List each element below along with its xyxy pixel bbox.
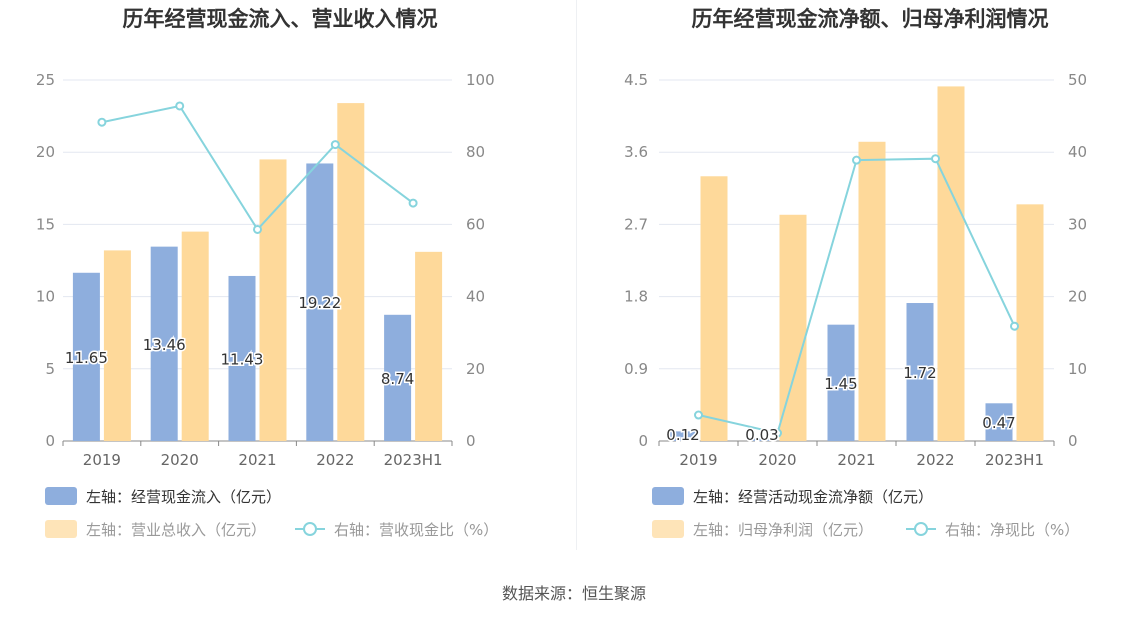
right-chart-x-tick-label: 2022 <box>916 451 954 469</box>
right-chart-left-tick-label: 0 <box>638 432 648 450</box>
chart-panel-left: 历年经营现金流入、营业收入情况 0 0 5 20 10 40 15 60 20 80 25 100 201… <box>0 0 574 560</box>
left-chart-left-tick-label: 25 <box>36 71 55 89</box>
right-chart-legend-line-marker <box>914 522 928 536</box>
left-chart-right-tick-label: 20 <box>466 360 485 378</box>
left-chart-right-tick-label: 40 <box>466 288 485 306</box>
left-chart-bar-data-label: 11.65 <box>65 349 108 367</box>
chart-left-svg: 历年经营现金流入、营业收入情况 0 0 5 20 10 40 15 60 20 80 25 100 201… <box>36 7 498 539</box>
right-chart-bar-secondary <box>937 86 965 441</box>
left-chart-right-tick-label: 60 <box>466 215 485 233</box>
left-chart-left-tick-label: 5 <box>45 360 55 378</box>
right-chart-ratio-point <box>694 410 703 420</box>
chart-right-svg: 历年经营现金流净额、归母净利润情况 0 0 0.9 10 1.8 20 2.7 30 3.6 40 4… <box>624 7 1087 539</box>
right-chart-bar-primary <box>669 431 697 441</box>
right-chart-left-tick-label: 1.8 <box>624 288 648 306</box>
left-chart-bar-data-label: 13.46 <box>143 336 186 354</box>
right-chart-bar-data-label: 0.12 <box>666 426 699 444</box>
right-chart-ratio-point <box>931 154 940 164</box>
left-chart-legend-line-marker <box>303 522 317 536</box>
right-chart-right-tick-label: 0 <box>1068 432 1078 450</box>
right-chart-ratio-point <box>1010 321 1019 331</box>
right-chart-legend-label: 左轴：经营活动现金流净额（亿元） <box>693 488 933 506</box>
right-chart-bar-primary <box>827 324 855 441</box>
left-chart-x-tick-label: 2019 <box>83 451 121 469</box>
right-chart-left-tick-label: 0.9 <box>624 360 648 378</box>
left-chart-x-tick-label: 2022 <box>316 451 354 469</box>
left-chart-bar-data-label: 19.22 <box>298 294 341 312</box>
right-chart-x-tick-label: 2020 <box>758 451 796 469</box>
right-chart-left-tick-label: 3.6 <box>624 143 648 161</box>
left-chart-ratio-point <box>175 101 185 111</box>
right-chart-legend-swatch <box>652 520 684 538</box>
left-chart-title: 历年经营现金流入、营业收入情况 <box>123 7 438 31</box>
left-chart-legend-swatch <box>45 487 77 505</box>
right-chart-bar-data-label: 0.03 <box>745 426 778 444</box>
left-chart-bar-primary <box>150 246 178 441</box>
right-chart-bar-secondary <box>858 141 886 441</box>
left-chart-bar-secondary <box>181 231 209 441</box>
right-chart-right-tick-label: 10 <box>1068 360 1087 378</box>
right-chart-right-tick-label: 20 <box>1068 288 1087 306</box>
right-chart-bar-primary <box>748 438 776 441</box>
panel-divider <box>576 0 577 550</box>
left-chart-ratio-point <box>330 140 340 150</box>
right-chart-right-tick-label: 50 <box>1068 71 1087 89</box>
right-chart-bar-secondary <box>779 214 807 441</box>
right-chart-bar-secondary <box>700 176 728 441</box>
left-chart-bar-secondary <box>103 250 131 441</box>
right-chart-x-tick-label: 2019 <box>679 451 717 469</box>
right-chart-bar-primary <box>985 403 1013 441</box>
right-chart-x-tick-label: 2023H1 <box>985 451 1044 469</box>
left-chart-bar-data-label: 8.74 <box>381 370 414 388</box>
left-chart-ratio-point <box>97 117 107 127</box>
left-chart-legend-label: 左轴：经营现金流入（亿元） <box>86 488 281 506</box>
left-chart-x-tick-label: 2021 <box>238 451 276 469</box>
left-chart-left-tick-label: 15 <box>36 215 55 233</box>
chart-panel-right: 历年经营现金流净额、归母净利润情况 0 0 0.9 10 1.8 20 2.7 30 3.6 40 4… <box>574 0 1148 560</box>
left-chart-ratio-point <box>253 224 262 234</box>
data-source-label: 数据来源：恒生聚源 <box>501 584 646 603</box>
right-chart-ratio-point <box>773 428 782 438</box>
right-chart-bar-data-label: 0.47 <box>982 414 1015 432</box>
right-chart-right-tick-label: 40 <box>1068 143 1087 161</box>
right-chart-bar-secondary <box>1016 204 1044 441</box>
left-chart-ratio-point <box>408 198 418 208</box>
right-chart-left-tick-label: 4.5 <box>624 71 648 89</box>
left-chart-right-tick-label: 0 <box>466 432 476 450</box>
right-chart-bar-data-label: 1.45 <box>824 375 857 393</box>
left-chart-bar-primary <box>384 314 412 441</box>
left-chart-bar-secondary <box>337 103 365 441</box>
left-chart-bar-primary <box>228 275 256 441</box>
right-chart-bar-data-label: 1.72 <box>903 364 936 382</box>
right-chart-legend-label: 左轴：归母净利润（亿元） <box>693 521 873 539</box>
left-chart-bar-primary <box>72 272 100 441</box>
left-chart-bar-data-label: 11.43 <box>221 350 264 368</box>
left-chart-right-tick-label: 80 <box>466 143 485 161</box>
left-chart-left-tick-label: 20 <box>36 143 55 161</box>
right-chart-left-tick-label: 2.7 <box>624 215 648 233</box>
left-chart-ratio-line <box>101 104 414 232</box>
left-chart-legend-label: 右轴：营收现金比（%） <box>334 521 498 539</box>
left-chart-legend-swatch <box>45 520 77 538</box>
left-chart-x-tick-label: 2023H1 <box>384 451 443 469</box>
right-chart-bar-primary <box>906 303 934 441</box>
right-chart-right-tick-label: 30 <box>1068 215 1087 233</box>
right-chart-title: 历年经营现金流净额、归母净利润情况 <box>692 7 1049 31</box>
left-chart-left-tick-label: 10 <box>36 288 55 306</box>
left-chart-left-tick-label: 0 <box>45 432 55 450</box>
right-chart-ratio-point <box>852 155 861 165</box>
left-chart-bar-primary <box>306 163 334 441</box>
left-chart-legend-label: 左轴：营业总收入（亿元） <box>86 521 266 539</box>
left-chart-right-tick-label: 100 <box>466 71 495 89</box>
left-chart-bar-secondary <box>259 159 287 442</box>
left-chart-x-tick-label: 2020 <box>161 451 199 469</box>
right-chart-x-tick-label: 2021 <box>837 451 875 469</box>
left-chart-bar-secondary <box>415 251 443 441</box>
right-chart-legend-swatch <box>652 487 684 505</box>
right-chart-legend-label: 右轴：净现比（%） <box>945 521 1079 539</box>
